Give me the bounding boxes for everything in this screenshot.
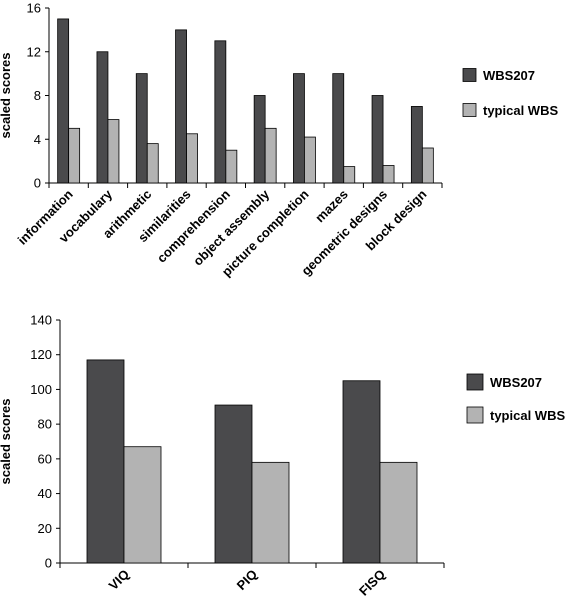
legend-label-wbs207: WBS207 — [483, 68, 535, 83]
x-tick-label-fisq: FISQ — [356, 567, 388, 599]
bar-wbs207-fisq — [342, 380, 381, 564]
bar-typical-wbs-vocabulary — [107, 119, 120, 184]
bar-wbs207-object-assembly — [253, 95, 266, 184]
y-tick-label: 12 — [27, 44, 41, 59]
bar-typical-wbs-arithmetic — [146, 143, 159, 184]
bar-typical-wbs-picture-completion — [304, 136, 316, 184]
bar-wbs207-comprehension — [214, 40, 227, 184]
bar-typical-wbs-block-design — [421, 147, 434, 184]
y-tick-label: 8 — [34, 88, 41, 103]
bar-wbs207-mazes — [332, 73, 345, 184]
y-tick-label: 4 — [34, 132, 41, 147]
y-axis-label: scaled scores — [0, 52, 13, 138]
iq-chart: 0 20 40 60 80 100 120 140 scaled scores VIQ PIQ FIS… — [0, 313, 565, 599]
y-axis-label: scaled scores — [0, 398, 13, 484]
y-tick-label: 0 — [45, 556, 52, 571]
bar-typical-wbs-viq — [123, 446, 162, 564]
legend-label-typical-wbs: typical WBS — [483, 103, 558, 118]
y-tick-label: 16 — [27, 1, 41, 16]
y-tick-label: 120 — [30, 347, 52, 362]
bar-typical-wbs-comprehension — [225, 149, 238, 184]
legend-swatch-typical-wbs — [466, 406, 484, 424]
bar-typical-wbs-object-assembly — [264, 127, 277, 184]
legend-label-typical-wbs: typical WBS — [490, 408, 565, 423]
y-tick-label: 40 — [38, 486, 52, 501]
bar-wbs207-picture-completion — [293, 73, 305, 184]
bar-typical-wbs-information — [68, 127, 81, 184]
bar-wbs207-geometric-designs — [371, 95, 384, 184]
bar-wbs207-vocabulary — [96, 51, 109, 184]
bar-wbs207-information — [57, 18, 70, 184]
bar-wbs207-similarities — [175, 29, 187, 184]
legend-swatch-wbs207 — [466, 373, 484, 391]
x-tick-label-piq: PIQ — [234, 567, 260, 593]
bar-typical-wbs-geometric-designs — [382, 165, 395, 184]
legend-swatch-wbs207 — [462, 68, 477, 82]
bar-typical-wbs-similarities — [186, 133, 198, 184]
x-tick-label-mazes: mazes — [312, 187, 351, 226]
y-tick-label: 100 — [30, 382, 52, 397]
bar-typical-wbs-piq — [251, 461, 290, 564]
y-tick-label: 20 — [38, 521, 52, 536]
y-tick-label: 80 — [38, 417, 52, 432]
legend-label-wbs207: WBS207 — [490, 375, 542, 390]
y-tick-label: 60 — [38, 451, 52, 466]
x-tick-label-viq: VIQ — [106, 567, 132, 593]
bar-wbs207-piq — [214, 404, 253, 564]
bar-typical-wbs-fisq — [379, 461, 418, 564]
y-tick-label: 0 — [34, 176, 41, 191]
bar-wbs207-block-design — [410, 106, 423, 184]
y-tick-label: 140 — [30, 313, 52, 328]
legend-swatch-typical-wbs — [462, 103, 477, 117]
bar-typical-wbs-mazes — [343, 166, 356, 184]
bar-wbs207-arithmetic — [135, 73, 148, 184]
bar-wbs207-viq — [86, 359, 125, 564]
